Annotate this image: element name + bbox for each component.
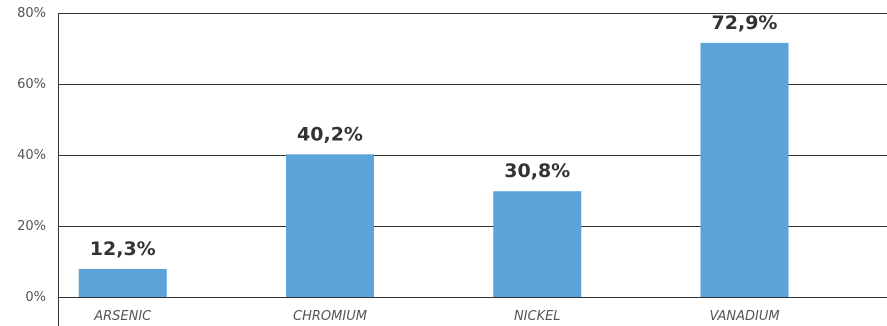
category-label-chromium: CHROMIUM bbox=[293, 309, 367, 324]
y-tick-label: 60% bbox=[17, 77, 46, 92]
bar-chromium bbox=[286, 154, 375, 297]
bars bbox=[78, 42, 789, 297]
y-tick-label: 0% bbox=[25, 290, 46, 305]
category-label-nickel: NICKEL bbox=[514, 309, 561, 324]
bar-arsenic bbox=[78, 268, 167, 297]
y-tick-label: 80% bbox=[17, 6, 46, 21]
y-tick-label: 40% bbox=[17, 148, 46, 163]
y-tick-label: 20% bbox=[17, 219, 46, 234]
category-label-arsenic: ARSENIC bbox=[93, 309, 152, 324]
bar-vanadium bbox=[700, 42, 789, 297]
data-label-nickel: 30,8% bbox=[504, 160, 570, 182]
y-axis-tick-labels: 0% 20% 40% 60% 80% bbox=[17, 6, 46, 305]
data-labels: 12,3% 40,2% 30,8% 72,9% bbox=[90, 12, 778, 260]
category-label-vanadium: VANADIUM bbox=[709, 309, 779, 324]
data-label-vanadium: 72,9% bbox=[712, 12, 778, 34]
data-label-chromium: 40,2% bbox=[297, 123, 363, 145]
bar-nickel bbox=[493, 191, 582, 297]
data-label-arsenic: 12,3% bbox=[90, 238, 156, 260]
x-axis-category-labels: ARSENIC CHROMIUM NICKEL VANADIUM bbox=[93, 309, 779, 324]
